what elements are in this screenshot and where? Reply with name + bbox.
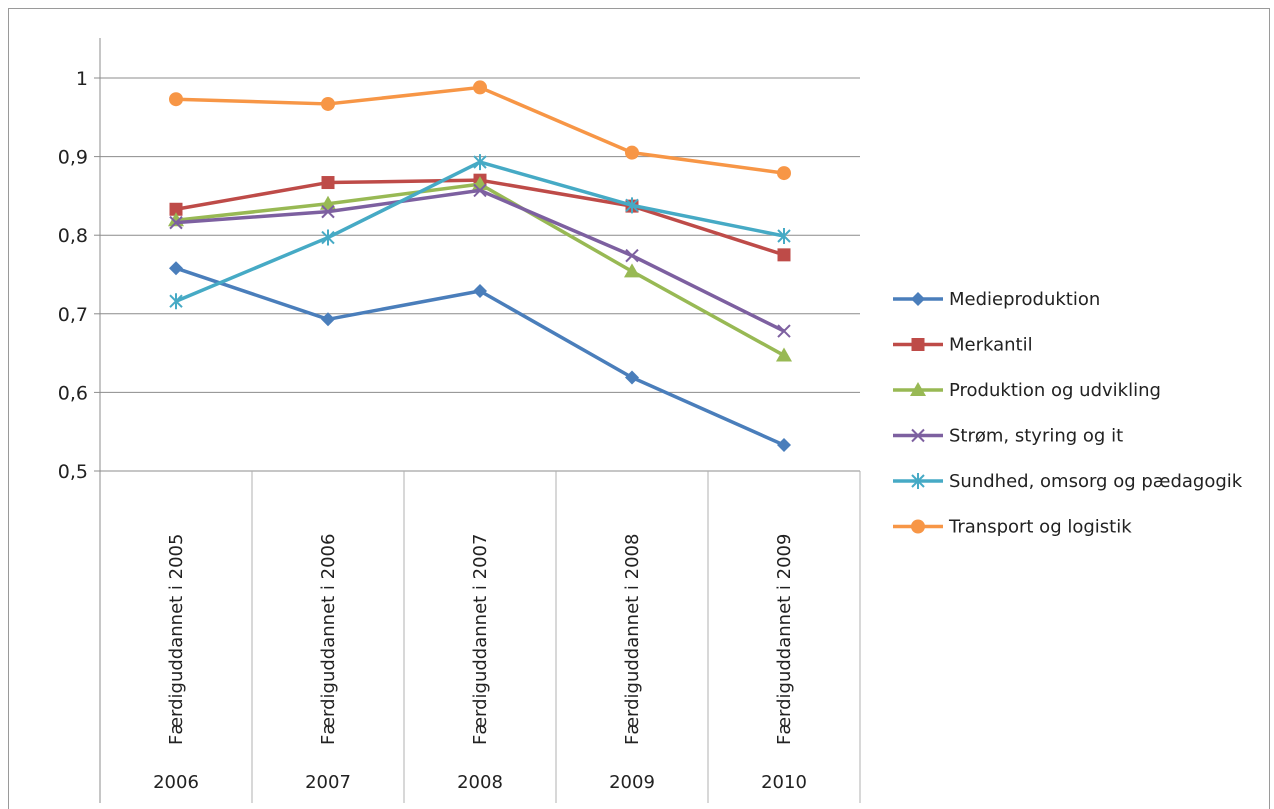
legend-marker [911,428,925,443]
data-point [473,284,487,299]
data-point [169,215,183,230]
data-point [169,202,183,216]
legend-label: Strøm, styring og it [949,426,1123,447]
legend-label: Medieproduktion [949,289,1100,310]
x-year-label: 2008 [457,772,503,793]
x-category-label: Færdiguddannet i 2005 [166,534,187,745]
data-point [169,293,183,310]
x-category-label: Færdiguddannet i 2006 [318,534,339,745]
legend-marker [911,292,925,306]
data-point [321,204,335,219]
data-point [473,154,487,171]
y-tick-label: 0,9 [58,147,88,169]
data-point [321,176,335,190]
x-year-label: 2006 [153,772,199,793]
data-point [777,324,791,338]
y-tick-label: 0,7 [58,304,88,326]
legend-label: Transport og logistik [948,517,1132,538]
x-year-label: 2007 [305,772,351,793]
data-point [473,183,487,198]
data-point [777,166,791,181]
data-point [625,145,639,160]
chart-frame [8,8,1270,809]
data-point [625,370,639,385]
legend-marker [911,338,925,351]
data-point [777,248,791,262]
y-tick-label: 0,8 [58,225,88,247]
x-year-label: 2009 [609,772,655,793]
legend-label: Sundhed, omsorg og pædagogik [949,471,1243,492]
x-category-label: Færdiguddannet i 2009 [774,534,795,745]
data-point [776,347,792,362]
data-point [169,92,183,107]
data-point [169,261,183,276]
legend-marker [911,519,925,534]
data-point [625,248,639,263]
x-category-label: Færdiguddannet i 2007 [470,534,491,745]
series-line [175,182,785,357]
x-category-label: Færdiguddannet i 2008 [622,534,643,745]
y-tick-label: 0,6 [58,382,88,404]
legend-label: Produktion og udvikling [949,380,1161,401]
y-tick-label: 1 [76,68,88,90]
data-point [321,96,335,111]
data-point [321,312,335,327]
legend-marker [910,382,926,396]
data-point [321,229,335,246]
data-point [473,80,487,95]
legend-label: Merkantil [949,335,1033,356]
legend-marker [911,473,925,489]
y-tick-label: 0,5 [58,461,88,483]
x-year-label: 2010 [761,772,807,793]
data-point [625,197,639,214]
data-point [624,263,640,278]
data-point [777,227,791,244]
data-point [777,438,791,453]
